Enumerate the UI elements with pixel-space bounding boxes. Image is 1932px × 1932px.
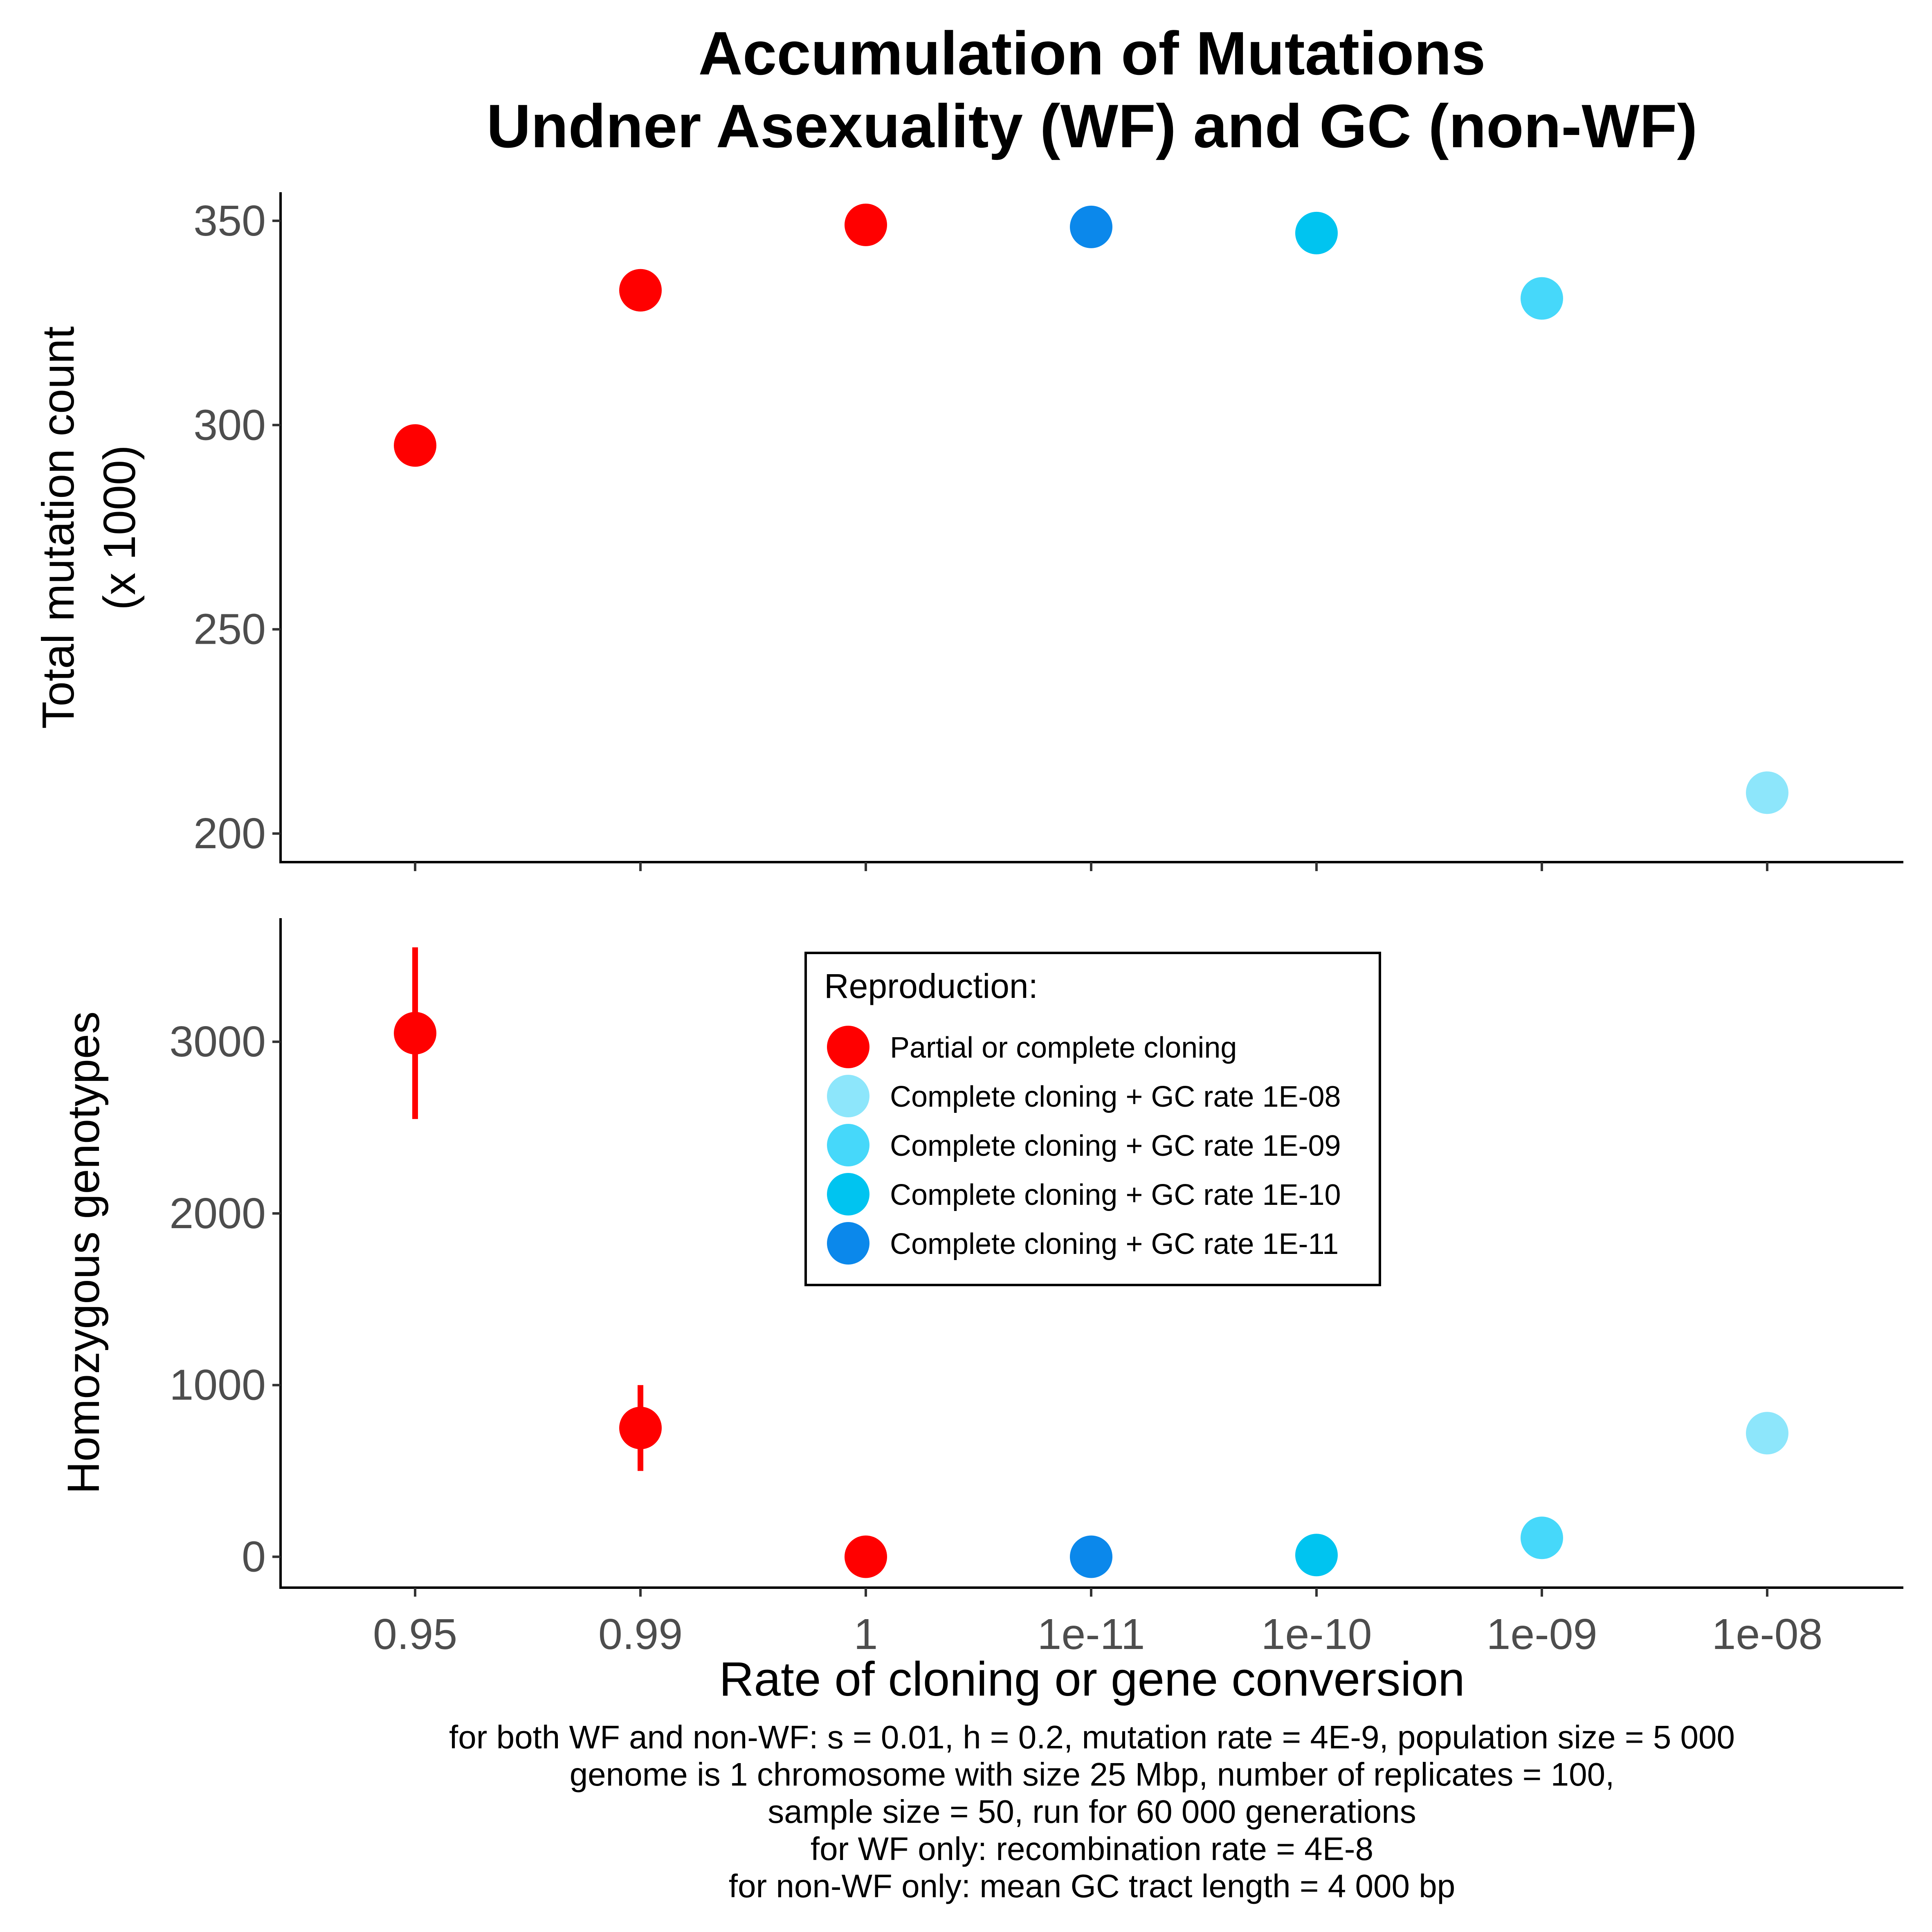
top-y-axis-label-line-2: (x 1000) (94, 445, 145, 610)
legend-entry-label: Complete cloning + GC rate 1E-09 (890, 1130, 1341, 1162)
bottom-points (394, 1012, 1788, 1578)
legend-entry-label: Complete cloning + GC rate 1E-08 (890, 1081, 1341, 1113)
x-tick-label: 1 (854, 1610, 878, 1658)
bottom-data-point (619, 1406, 662, 1449)
legend-entry-label: Complete cloning + GC rate 1E-11 (890, 1228, 1339, 1260)
top-data-point (1295, 211, 1338, 254)
legend-key (827, 1222, 869, 1265)
caption-line: for WF only: recombination rate = 4E-8 (811, 1831, 1373, 1867)
top-data-point (1746, 771, 1788, 814)
legend-key (827, 1173, 869, 1215)
x-tick-label: 1e-08 (1712, 1610, 1822, 1658)
top-data-point (1070, 205, 1112, 248)
legend-key (827, 1075, 869, 1117)
bottom-y-tick-label: 2000 (169, 1189, 266, 1238)
bottom-y-tick-label: 0 (242, 1532, 266, 1581)
legend-entry-label: Complete cloning + GC rate 1E-10 (890, 1179, 1341, 1211)
bottom-y-axis-label: Homozygous genotypes (58, 1011, 109, 1494)
bottom-panel: 0 1000 2000 3000 0.95 0.99 1 1e-11 1e-10 1e-09 1e… (58, 918, 1903, 1658)
caption-line: genome is 1 chromosome with size 25 Mbp,… (570, 1756, 1615, 1793)
x-tick-label: 0.99 (598, 1610, 683, 1658)
bottom-y-tick-label: 1000 (169, 1361, 266, 1409)
top-data-point (845, 203, 887, 246)
top-y-axis-label-line-1: Total mutation count (33, 326, 83, 729)
bottom-data-point (1070, 1535, 1112, 1578)
x-tick-label: 1e-09 (1486, 1610, 1597, 1658)
caption-line: sample size = 50, run for 60 000 generat… (768, 1793, 1416, 1830)
bottom-data-point (1521, 1516, 1563, 1559)
legend-entries: Partial or complete cloning Complete clon… (827, 1026, 1341, 1265)
bottom-data-point (845, 1535, 887, 1578)
legend-title: Reproduction: (824, 967, 1038, 1005)
bottom-y-ticks: 0 1000 2000 3000 (169, 1018, 281, 1581)
top-panel: 200 250 300 350 Total mutation count (x 100… (33, 192, 1903, 871)
caption: for both WF and non-WF: s = 0.01, h = 0.… (449, 1719, 1735, 1904)
legend: Reproduction: Partial or complete clonin… (804, 952, 1381, 1286)
top-data-point (1521, 277, 1563, 320)
legend-entry-label: Partial or complete cloning (890, 1031, 1237, 1064)
top-y-ticks: 200 250 300 350 (193, 197, 281, 858)
legend-box (804, 952, 1381, 1286)
top-points (394, 203, 1788, 814)
bottom-x-ticks: 0.95 0.99 1 1e-11 1e-10 1e-09 1e-08 (373, 1588, 1823, 1658)
chart-title-line-1: Accumulation of Mutations (699, 19, 1486, 88)
bottom-data-point (1746, 1412, 1788, 1455)
bottom-y-tick-label: 3000 (169, 1018, 266, 1066)
bottom-data-point (1295, 1534, 1338, 1577)
x-tick-label: 0.95 (373, 1610, 457, 1658)
x-tick-label: 1e-10 (1261, 1610, 1372, 1658)
legend-key (827, 1026, 869, 1068)
top-data-point (394, 424, 436, 467)
top-y-tick-label: 350 (193, 197, 266, 245)
x-axis-label: Rate of cloning or gene conversion (719, 1652, 1465, 1706)
caption-line: for both WF and non-WF: s = 0.01, h = 0.… (449, 1719, 1735, 1755)
top-y-tick-label: 200 (193, 809, 266, 858)
caption-line: for non-WF only: mean GC tract length = … (729, 1868, 1455, 1904)
top-x-ticks (414, 862, 1768, 871)
top-data-point (619, 269, 662, 312)
bottom-data-point (394, 1012, 436, 1055)
legend-key (827, 1124, 869, 1166)
chart-title-line-2: Undner Asexuality (WF) and GC (non-WF) (487, 92, 1698, 160)
x-tick-label: 1e-11 (1037, 1610, 1145, 1658)
top-y-tick-label: 300 (193, 401, 266, 449)
top-y-tick-label: 250 (193, 605, 266, 654)
